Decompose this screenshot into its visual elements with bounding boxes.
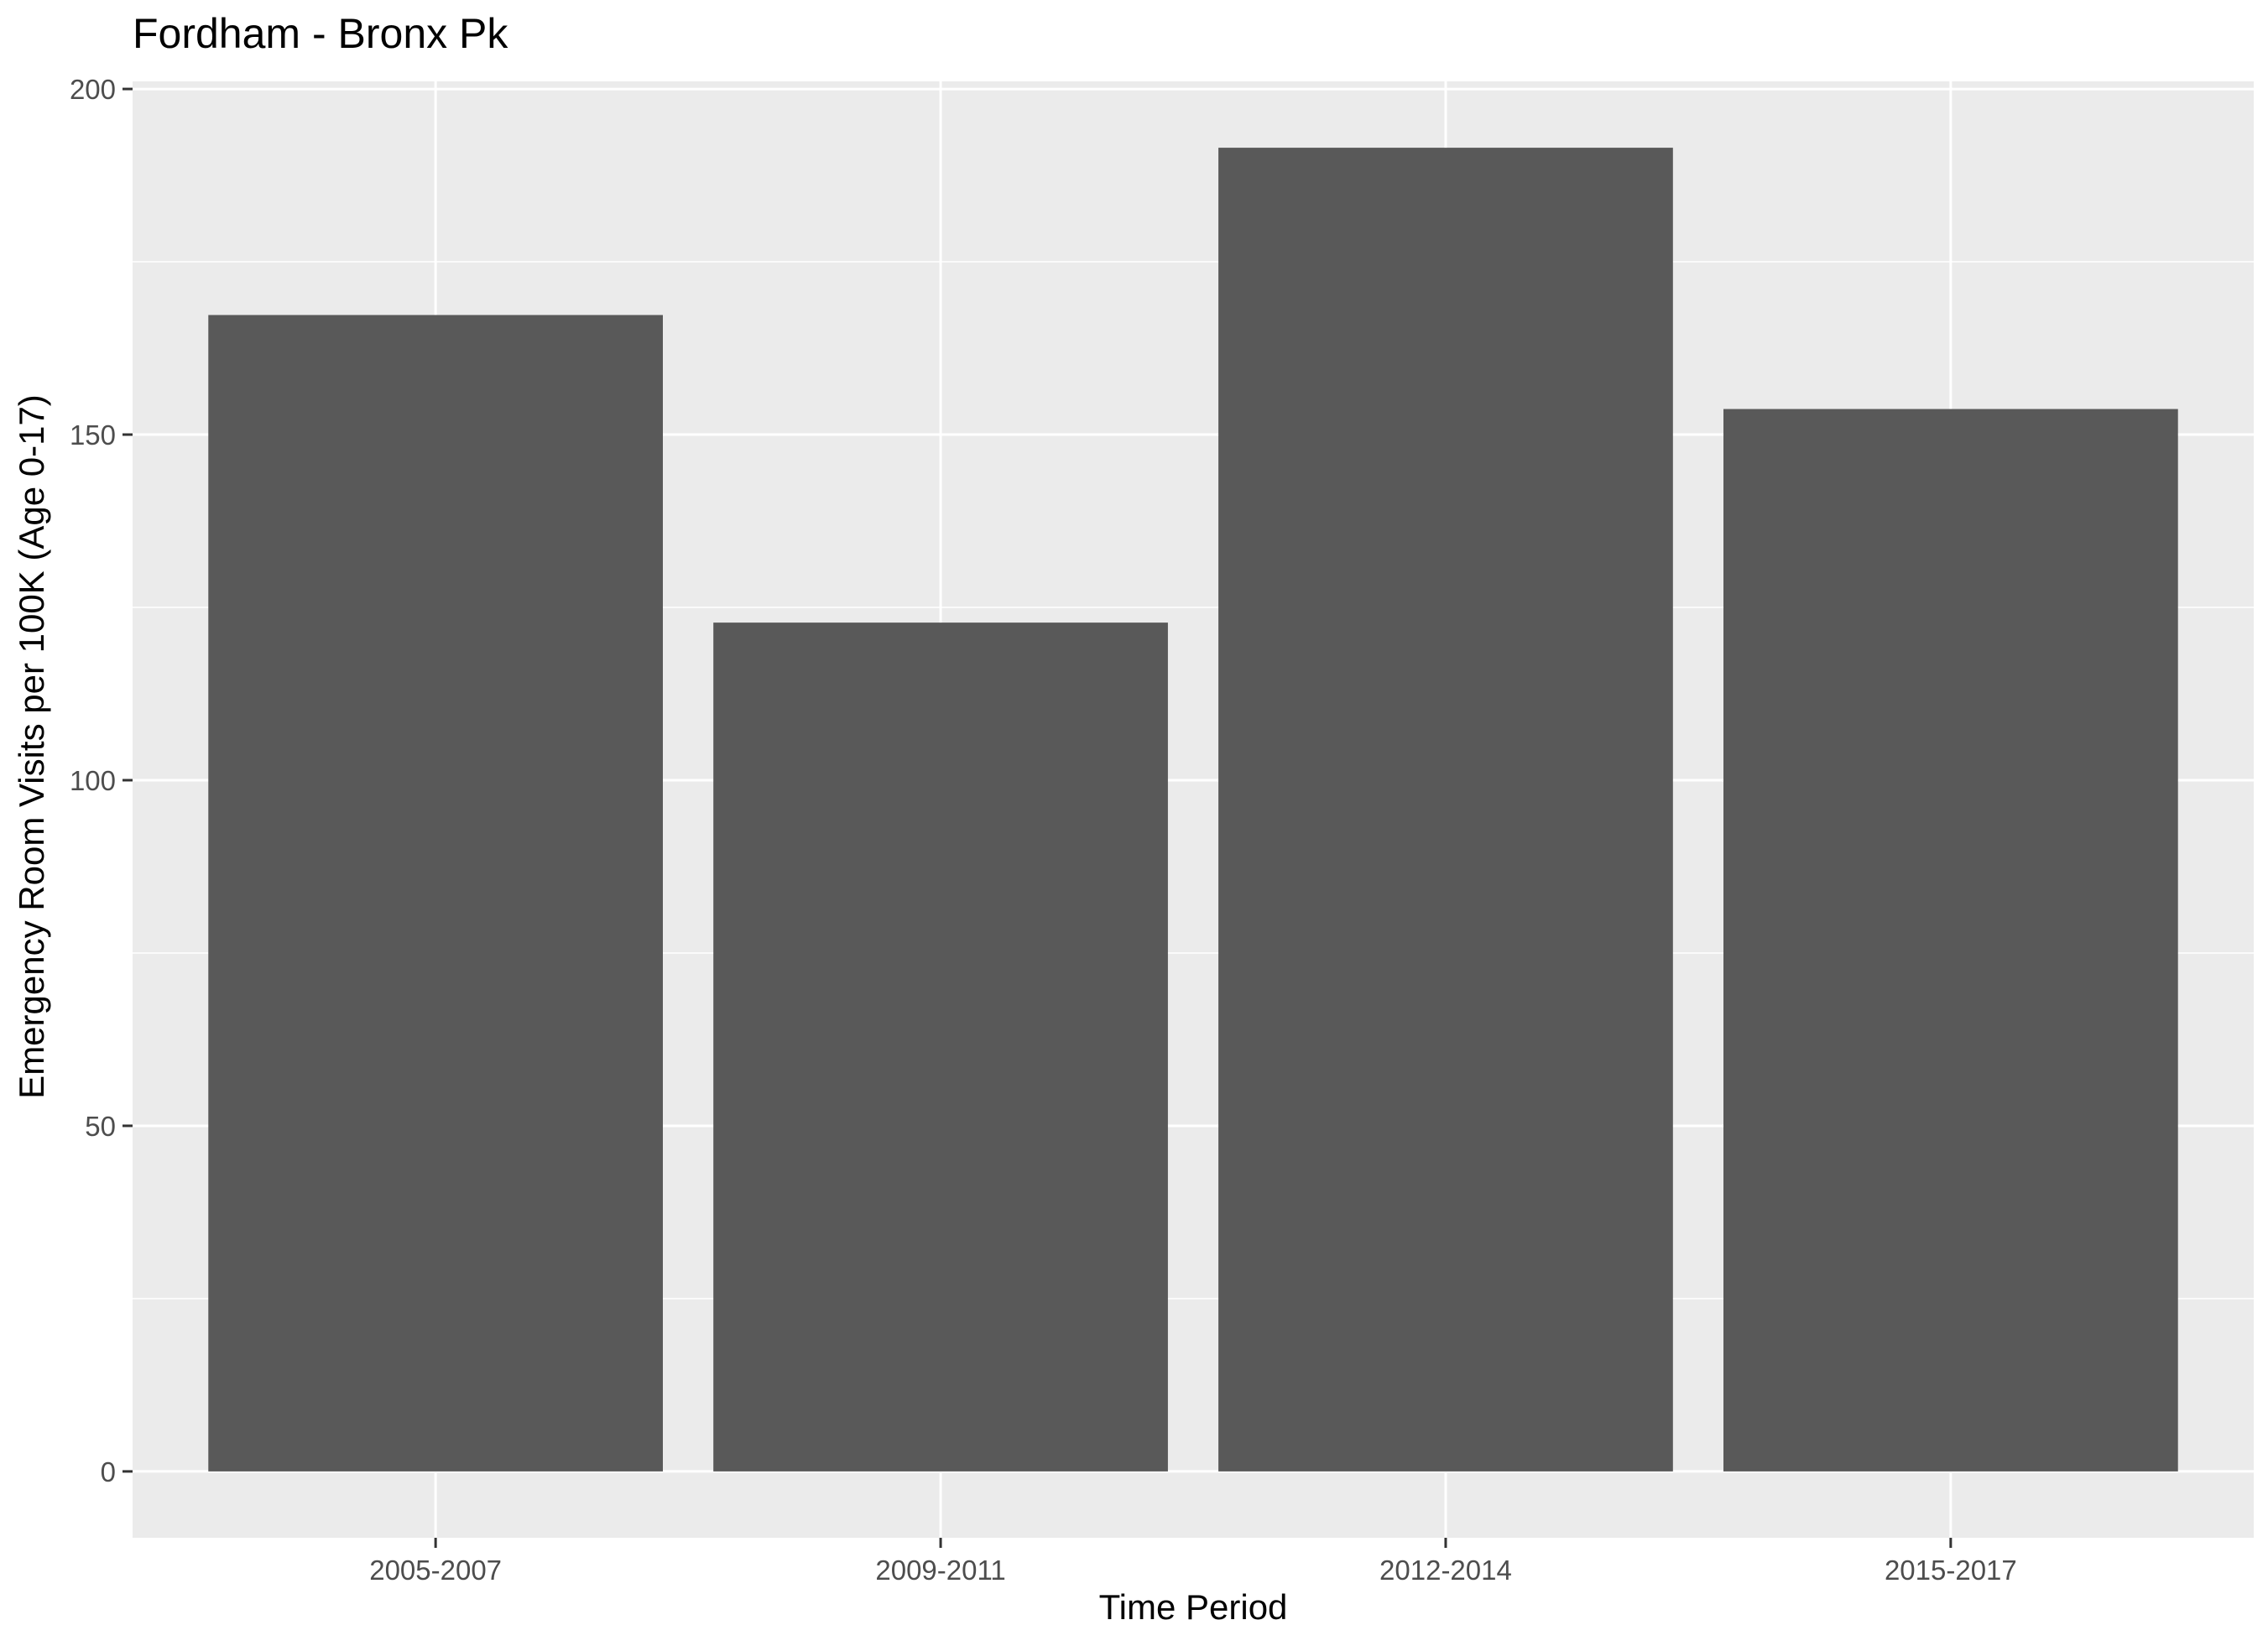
x-tick-label: 2015-2017 (1885, 1555, 2017, 1586)
chart-title: Fordham - Bronx Pk (133, 10, 508, 57)
x-tick-label: 2005-2007 (369, 1555, 502, 1586)
y-axis: 0 50 100 150 200 (70, 74, 133, 1487)
x-axis-title: Time Period (1099, 1587, 1288, 1627)
y-tick-label: 200 (70, 74, 116, 105)
y-axis-title: Emergency Room Visits per 100K (Age 0-17… (12, 394, 51, 1099)
bars (208, 148, 2178, 1472)
bar-2005-2007 (208, 315, 664, 1472)
y-tick-label: 0 (101, 1456, 116, 1487)
y-tick-label: 100 (70, 765, 116, 796)
y-tick-label: 50 (85, 1111, 116, 1142)
x-tick-label: 2012-2014 (1379, 1555, 1512, 1586)
bar-2012-2014 (1218, 148, 1673, 1472)
x-tick-label: 2009-2011 (875, 1555, 1005, 1586)
bar-2009-2011 (713, 622, 1168, 1472)
bar-2015-2017 (1723, 409, 2178, 1472)
y-tick-label: 150 (70, 419, 116, 451)
x-axis: 2005-2007 2009-2011 2012-2014 2015-2017 (369, 1538, 2017, 1586)
